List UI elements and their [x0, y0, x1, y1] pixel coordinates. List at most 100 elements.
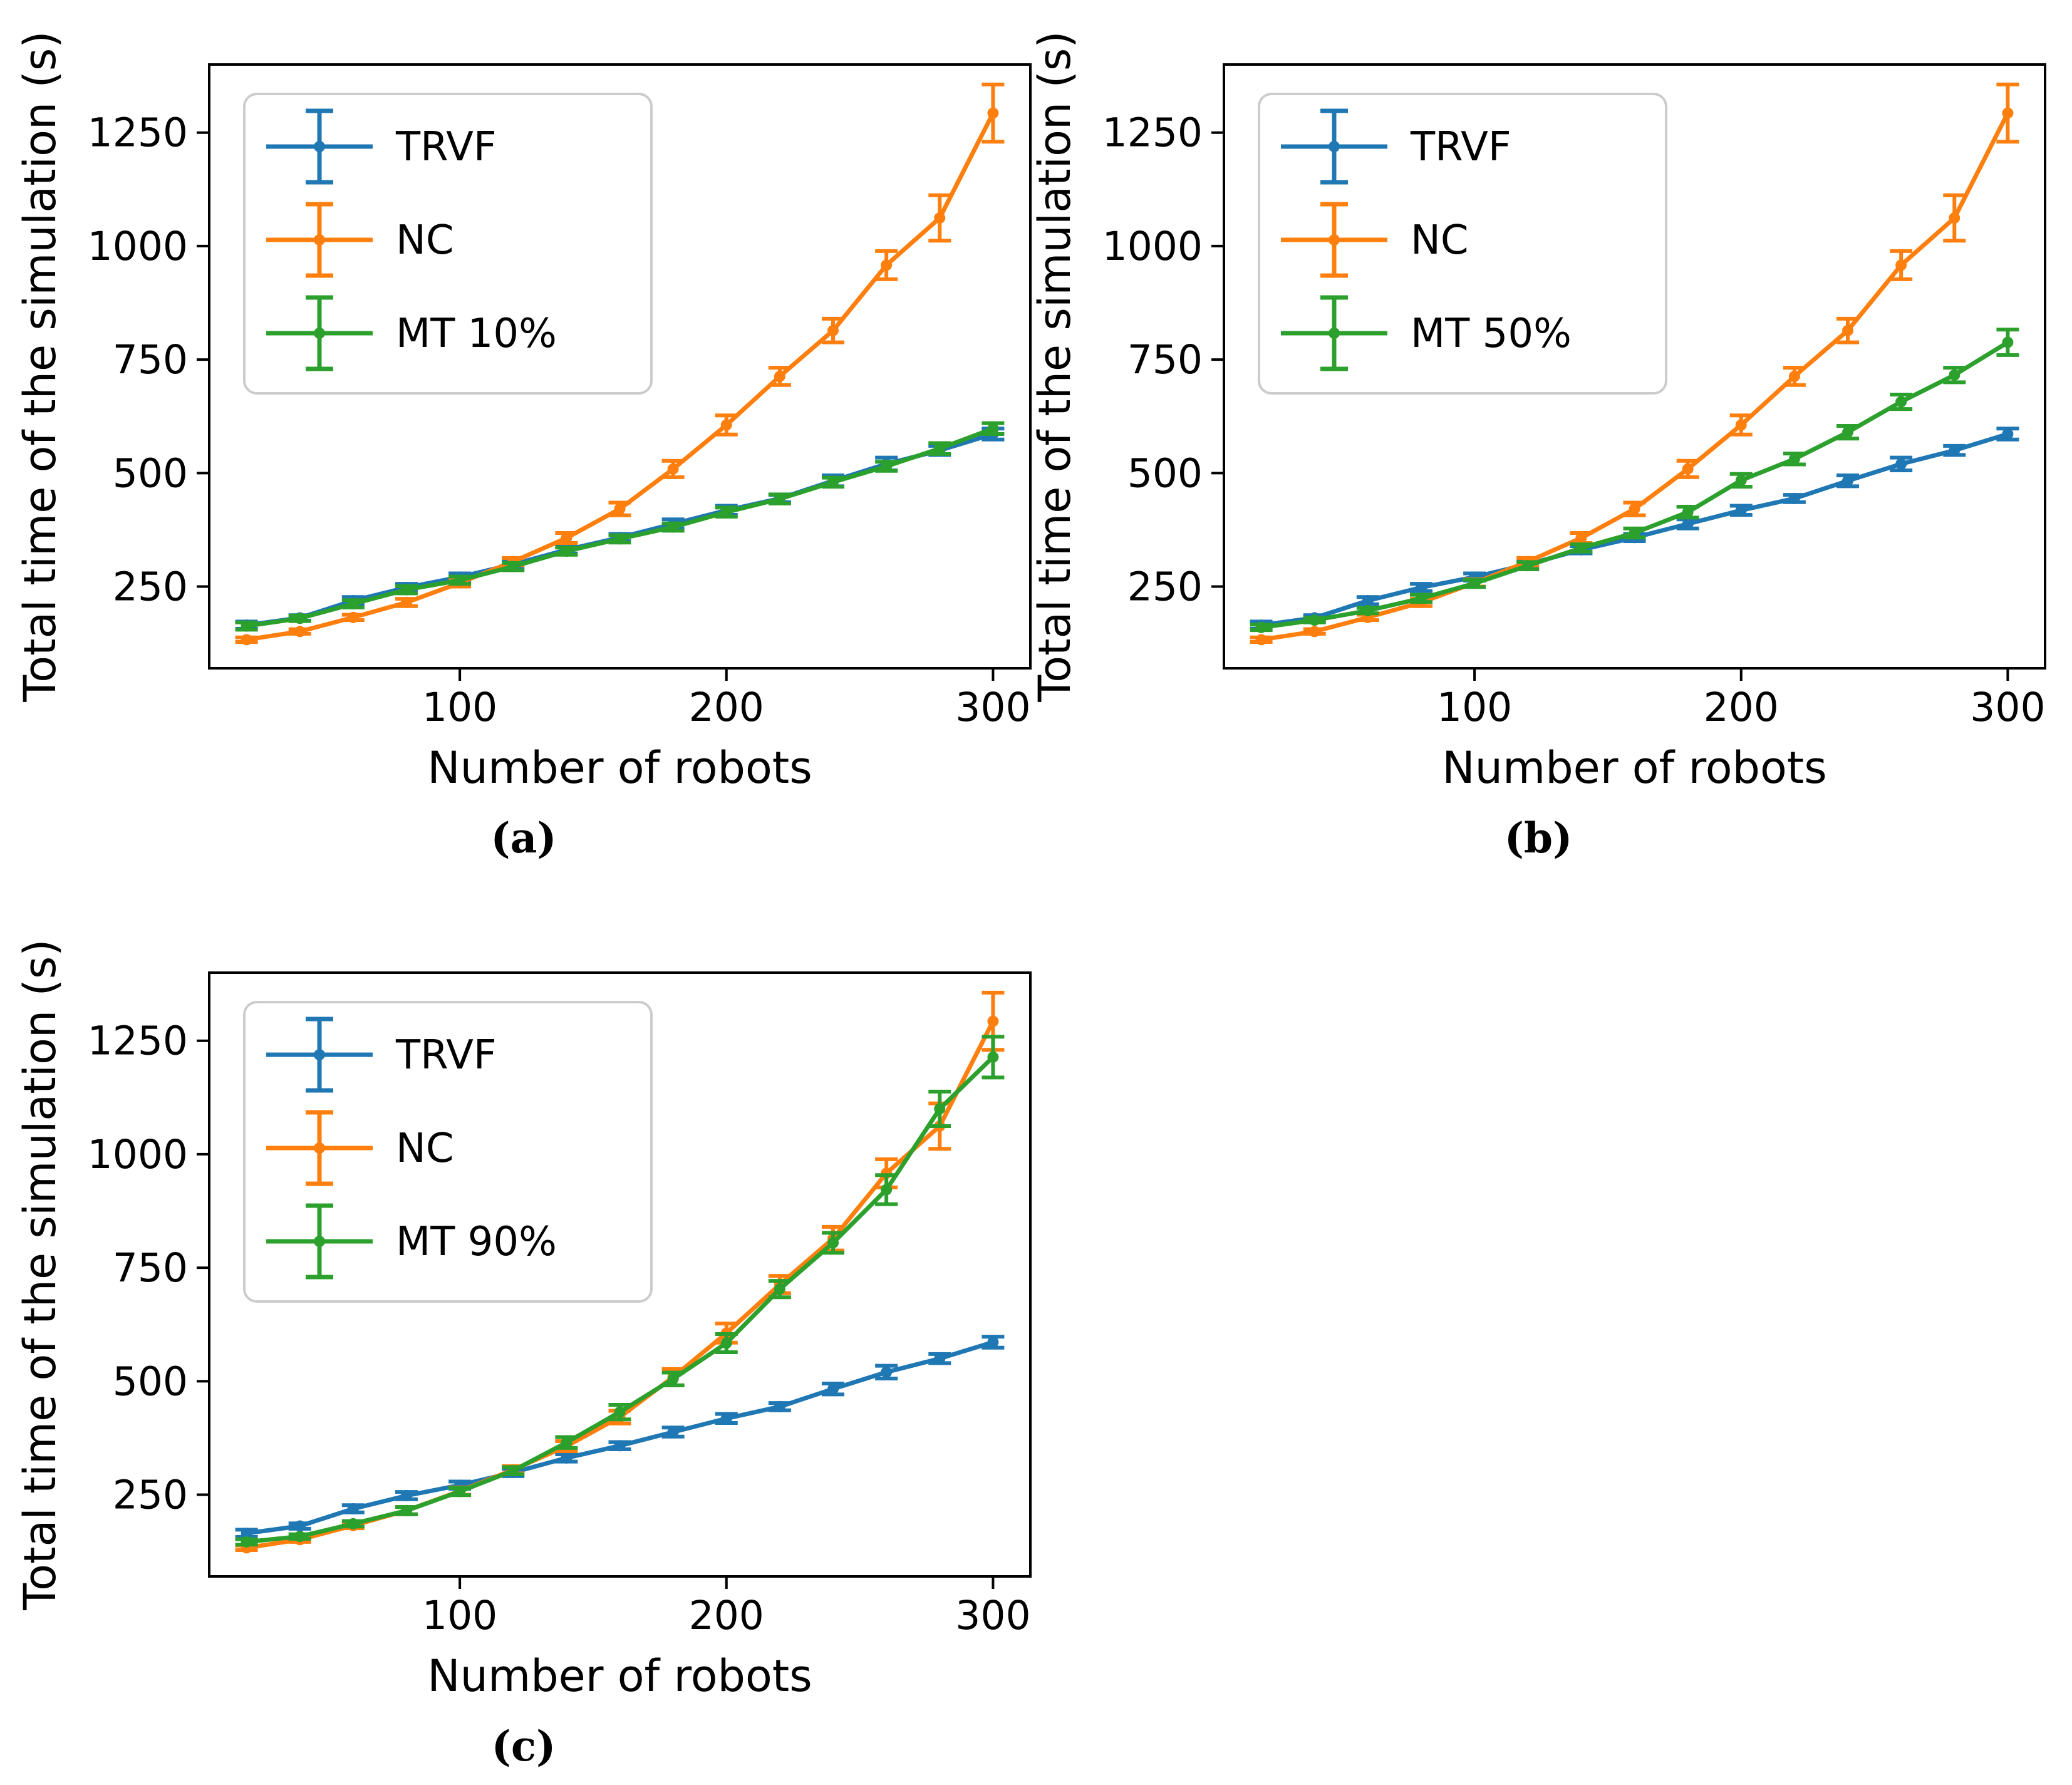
data-point-marker: [400, 1504, 412, 1516]
y-axis-label: Total time of the simulation (s): [14, 939, 66, 1610]
data-point-marker: [881, 1184, 893, 1196]
data-point-marker: [720, 1412, 732, 1424]
chart-a-svg: 100 200 300 250 500 750 1000 1250 Number of robo…: [14, 31, 1032, 862]
y-tick-label: 1250: [88, 1018, 188, 1064]
data-point-marker: [1842, 475, 1854, 487]
data-point-marker: [2002, 428, 2014, 440]
data-point-marker: [934, 1353, 946, 1365]
data-point-marker: [1415, 581, 1427, 593]
data-point-marker: [454, 574, 466, 586]
legend-entry-mt-10: MT 10%: [266, 295, 557, 371]
legend-label: TRVF: [1410, 124, 1511, 170]
data-point-marker: [347, 611, 359, 623]
chart-b-svg: 100 200 300 250 500 750 1000 1250 Number of robo…: [1029, 31, 2046, 862]
series-nc: [1250, 82, 2019, 646]
data-point-marker: [987, 107, 999, 119]
chart-c-svg: 100 200 300 250 500 750 1000 1250 Number of robo…: [14, 939, 1032, 1771]
legend-entry-nc: NC: [266, 202, 454, 278]
data-point-marker: [934, 1103, 946, 1115]
data-point-marker: [347, 1503, 359, 1515]
legend-label: TRVF: [395, 124, 497, 170]
data-point-marker: [294, 626, 306, 638]
y-tick-label: 500: [113, 1358, 188, 1404]
legend-marker-dot: [314, 234, 325, 246]
series-mt-10: [235, 421, 1005, 632]
y-tick-label: 1000: [88, 1132, 188, 1177]
data-point-marker: [241, 1536, 252, 1548]
x-tick-label: 100: [422, 1593, 497, 1638]
x-tick-label: 300: [1970, 685, 2045, 730]
data-point-marker: [1575, 542, 1587, 554]
y-axis-label: Total time of the simulation (s): [14, 31, 66, 702]
y-tick-label: 1000: [1102, 224, 1203, 269]
data-point-marker: [827, 324, 839, 336]
legend-marker-dot: [314, 141, 325, 152]
data-point-marker: [241, 634, 252, 646]
y-tick-label: 250: [113, 1472, 188, 1518]
y-tick-label: 500: [113, 450, 188, 496]
legend-label: NC: [1411, 217, 1469, 264]
data-point-marker: [400, 1489, 412, 1501]
x-axis-label: Number of robots: [427, 1650, 812, 1702]
legend-label: NC: [396, 217, 454, 264]
data-point-marker: [241, 620, 252, 632]
legend-entry-nc: NC: [266, 1110, 454, 1186]
legend-entry-mt-50: MT 50%: [1281, 295, 1572, 371]
data-point-marker: [561, 532, 572, 544]
data-point-marker: [827, 1383, 839, 1395]
data-point-marker: [294, 613, 306, 624]
data-point-marker: [667, 1373, 679, 1385]
legend-marker-dot: [1329, 141, 1340, 152]
legend-label: MT 90%: [396, 1219, 557, 1265]
data-point-marker: [1949, 212, 1961, 224]
series-trvf: [235, 1335, 1005, 1539]
data-point-marker: [400, 584, 412, 596]
data-point-marker: [561, 545, 572, 557]
data-point-marker: [1362, 604, 1374, 616]
data-point-marker: [934, 443, 946, 455]
data-point-marker: [614, 533, 626, 545]
data-point-marker: [1842, 324, 1854, 336]
x-tick-label: 100: [422, 685, 497, 730]
data-point-marker: [1682, 506, 1694, 518]
data-point-marker: [507, 561, 519, 572]
subplot-caption: (b): [1505, 814, 1573, 862]
series-mt-50: [1250, 328, 2019, 633]
data-point-marker: [1682, 463, 1694, 475]
y-tick-label: 250: [1127, 564, 1203, 610]
data-point-marker: [1735, 504, 1747, 516]
data-point-marker: [1308, 614, 1320, 626]
data-point-marker: [667, 1426, 679, 1438]
data-point-marker: [614, 1406, 626, 1418]
data-point-marker: [454, 1486, 466, 1498]
data-point-marker: [934, 212, 946, 224]
y-tick-label: 1250: [88, 110, 188, 156]
legend-label: TRVF: [395, 1032, 497, 1079]
data-point-marker: [1949, 369, 1961, 381]
x-tick-label: 200: [1704, 685, 1779, 730]
subplot-caption: (c): [492, 1722, 556, 1771]
subplot-c: 100 200 300 250 500 750 1000 1250 Number of robo…: [0, 913, 1036, 1785]
data-point-marker: [614, 1440, 626, 1452]
y-tick-label: 250: [113, 564, 188, 610]
data-point-marker: [720, 506, 732, 518]
data-point-marker: [1255, 634, 1267, 646]
data-point-marker: [1842, 427, 1854, 438]
legend-entry-mt-90: MT 90%: [266, 1203, 557, 1280]
data-point-marker: [720, 1337, 732, 1349]
subplot-caption: (a): [490, 814, 556, 862]
series-mt-90: [235, 1035, 1005, 1548]
y-tick-label: 1250: [1102, 110, 1203, 156]
data-point-marker: [1895, 458, 1907, 470]
x-tick-label: 200: [689, 1593, 764, 1638]
data-point-marker: [881, 1366, 893, 1378]
legend-marker-dot: [314, 328, 325, 339]
data-point-marker: [2002, 336, 2014, 348]
legend: TRVF NC MT 50%: [1258, 93, 1667, 395]
legend: TRVF NC MT 10%: [243, 93, 653, 395]
data-point-marker: [1682, 518, 1694, 530]
data-point-marker: [827, 1237, 839, 1249]
data-point-marker: [614, 503, 626, 515]
legend-entry-trvf: TRVF: [266, 1017, 497, 1093]
